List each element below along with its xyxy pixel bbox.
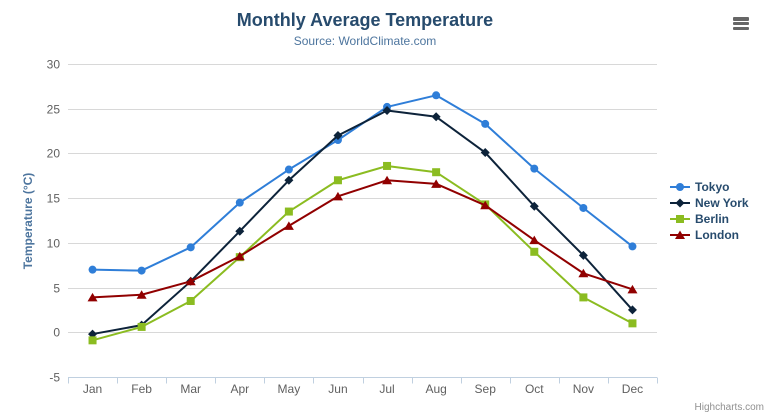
diamond-marker — [382, 106, 392, 116]
hamburger-bar — [733, 21, 749, 26]
diamond-marker — [578, 250, 588, 260]
square-marker — [88, 336, 97, 345]
circle-marker — [579, 203, 588, 212]
triangle-marker — [234, 251, 245, 261]
y-axis-label: 20 — [47, 147, 61, 161]
circle-marker — [432, 91, 441, 100]
triangle-marker — [87, 292, 98, 302]
square-marker — [284, 207, 293, 216]
series-line — [91, 94, 634, 272]
x-axis-label: Jan — [83, 382, 102, 396]
series-london[interactable] — [87, 175, 638, 302]
y-axis-label: 0 — [53, 326, 60, 340]
hamburger-bar — [733, 17, 749, 21]
triangle-marker — [578, 268, 589, 278]
x-axis-label: Oct — [525, 382, 544, 396]
triangle-marker — [332, 191, 343, 201]
circle-marker-icon — [670, 183, 690, 191]
x-axis-label: Feb — [131, 382, 152, 396]
square-marker — [186, 296, 195, 305]
y-axis-label: 10 — [47, 237, 61, 251]
square-marker — [333, 176, 342, 185]
series-line — [91, 179, 634, 299]
x-axis-label: Mar — [180, 382, 201, 396]
series-line — [91, 164, 634, 342]
square-marker — [579, 293, 588, 302]
chart-subtitle: Source: WorldClimate.com — [293, 34, 437, 48]
y-axis-label: 30 — [47, 58, 61, 72]
legend: Tokyo New York Berlin London — [670, 179, 749, 243]
y-axis-label: -5 — [49, 371, 60, 385]
circle-marker — [137, 266, 146, 275]
circle-marker — [186, 243, 195, 252]
x-axis-label: May — [278, 382, 301, 396]
circle-marker — [676, 183, 684, 191]
diamond-marker — [333, 131, 343, 141]
diamond-marker — [431, 112, 441, 122]
legend-item-tokyo[interactable]: Tokyo — [670, 179, 749, 195]
chart-title: Monthly Average Temperature — [236, 10, 494, 30]
triangle-marker — [675, 230, 685, 239]
y-axis-label: 5 — [53, 282, 60, 296]
square-marker — [628, 319, 637, 328]
legend-label: New York — [695, 196, 749, 210]
square-marker — [676, 215, 684, 223]
triangle-marker — [627, 284, 638, 294]
x-axis-label: Aug — [425, 382, 446, 396]
diamond-marker — [88, 329, 98, 339]
triangle-marker-icon — [670, 230, 690, 239]
legend-label: Berlin — [695, 212, 730, 226]
y-axis-label: 25 — [47, 103, 61, 117]
triangle-marker — [431, 179, 442, 188]
x-axis-label: Jul — [379, 382, 394, 396]
triangle-marker — [382, 175, 393, 185]
series-tokyo[interactable] — [88, 91, 637, 275]
circle-marker — [628, 242, 637, 251]
x-axis-label: Nov — [573, 382, 594, 396]
square-marker — [383, 161, 392, 170]
diamond-marker — [235, 226, 245, 236]
legend-item-new-york[interactable]: New York — [670, 195, 749, 211]
diamond-marker-icon — [670, 198, 690, 208]
square-marker — [137, 322, 146, 331]
series-new-york[interactable] — [88, 106, 637, 339]
circle-marker — [530, 164, 539, 173]
square-marker — [432, 168, 441, 177]
x-axis-label: Apr — [230, 382, 249, 396]
diamond-marker — [480, 148, 490, 158]
circle-marker — [88, 265, 97, 274]
circle-marker — [235, 198, 244, 207]
credits-link[interactable]: Highcharts.com — [694, 402, 764, 413]
x-axis-label: Sep — [475, 382, 497, 396]
square-marker-icon — [670, 215, 690, 223]
circle-marker — [284, 165, 293, 174]
hamburger-icon[interactable] — [733, 17, 749, 30]
circle-marker — [481, 119, 490, 128]
triangle-marker — [529, 235, 540, 245]
hamburger-bar — [733, 26, 749, 30]
x-axis-label: Dec — [622, 382, 643, 396]
diamond-marker — [627, 305, 637, 315]
triangle-marker — [480, 200, 491, 210]
legend-item-berlin[interactable]: Berlin — [670, 211, 749, 227]
triangle-marker — [185, 276, 196, 286]
diamond-marker — [529, 201, 539, 211]
triangle-marker — [283, 221, 294, 230]
legend-item-london[interactable]: London — [670, 227, 749, 243]
legend-label: Tokyo — [695, 180, 730, 194]
triangle-marker — [136, 290, 147, 299]
series-line — [91, 109, 634, 336]
diamond-marker — [284, 175, 294, 185]
diamond-marker — [675, 198, 685, 208]
square-marker — [530, 247, 539, 256]
x-axis-label: Jun — [328, 382, 347, 396]
legend-label: London — [695, 228, 739, 242]
y-axis-label: 15 — [47, 192, 61, 206]
